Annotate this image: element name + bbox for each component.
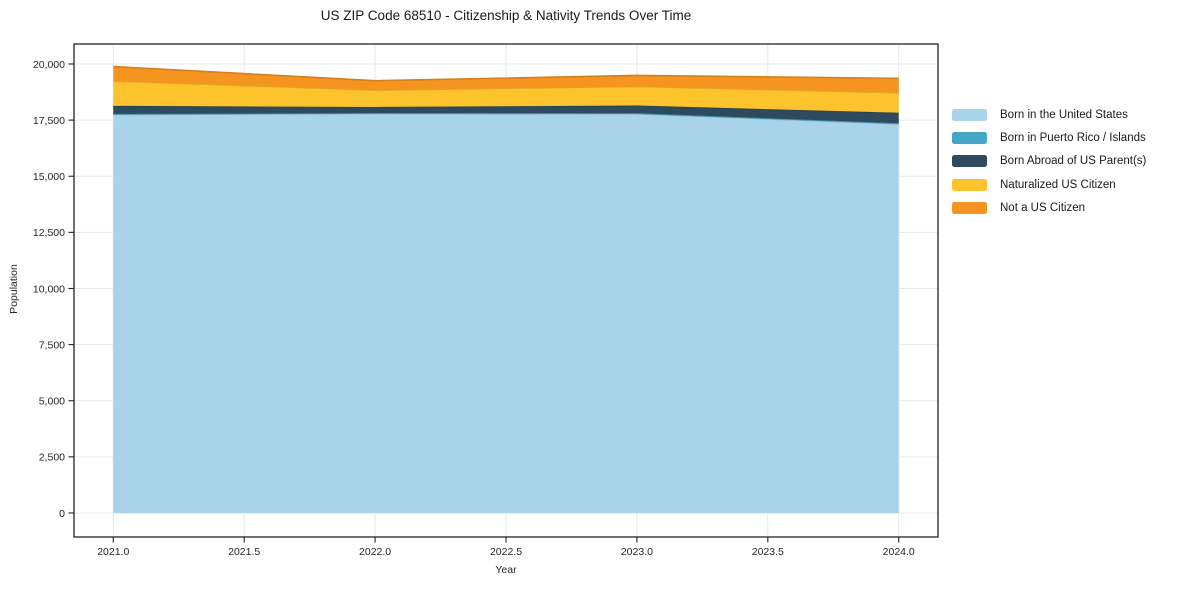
area-born-us	[113, 113, 899, 513]
legend-item: Not a US Citizen	[952, 196, 1146, 219]
x-tick-label: 2024.0	[883, 546, 915, 558]
x-tick-label: 2023.0	[621, 546, 653, 558]
y-tick-label: 7,500	[39, 339, 65, 351]
y-tick-label: 20,000	[33, 59, 65, 71]
legend-label: Born in Puerto Rico / Islands	[1000, 131, 1146, 144]
stacked-areas	[113, 65, 899, 513]
legend-swatch-born-abroad	[952, 155, 987, 168]
legend-swatch-not-citizen	[952, 201, 987, 214]
area-edge-not-citizen	[113, 65, 899, 82]
area-born-abroad	[113, 105, 899, 124]
legend-item: Naturalized US Citizen	[952, 173, 1146, 196]
y-axis: 0 2,500 5,000 7,500 10,000 12,500 15,000 17,500…	[33, 59, 74, 520]
x-axis-label: Year	[495, 564, 517, 576]
x-tick-label: 2023.5	[752, 546, 784, 558]
x-tick-label: 2022.5	[490, 546, 522, 558]
legend-swatch-born-pr	[952, 131, 987, 144]
y-tick-label: 5,000	[39, 396, 65, 408]
legend-item: Born in the United States	[952, 103, 1146, 126]
legend-item: Born Abroad of US Parent(s)	[952, 150, 1146, 173]
x-tick-label: 2021.5	[228, 546, 260, 558]
legend-label: Born in the United States	[1000, 108, 1128, 121]
legend-label: Naturalized US Citizen	[1000, 178, 1116, 191]
x-axis: 2021.0 2021.5 2022.0 2022.5 2023.0 2023.5 2024…	[97, 537, 915, 558]
legend-swatch-naturalized	[952, 178, 987, 191]
legend-label: Not a US Citizen	[1000, 201, 1086, 214]
legend-swatch-born-us	[952, 108, 987, 121]
area-not-citizen	[113, 66, 899, 93]
legend: Born in the United States Born in Puerto…	[952, 103, 1146, 219]
y-tick-label: 10,000	[33, 283, 65, 295]
legend-item: Born in Puerto Rico / Islands	[952, 126, 1146, 149]
x-tick-label: 2021.0	[97, 546, 129, 558]
y-tick-label: 2,500	[39, 452, 65, 464]
chart-title: US ZIP Code 68510 - Citizenship & Nativi…	[320, 8, 692, 23]
y-axis-label: Population	[8, 264, 20, 314]
y-tick-label: 17,500	[33, 115, 65, 127]
y-tick-label: 0	[59, 508, 65, 520]
y-tick-label: 12,500	[33, 227, 65, 239]
area-naturalized	[113, 80, 899, 113]
x-tick-label: 2022.0	[359, 546, 391, 558]
y-tick-label: 15,000	[33, 171, 65, 183]
legend-label: Born Abroad of US Parent(s)	[1000, 155, 1147, 168]
